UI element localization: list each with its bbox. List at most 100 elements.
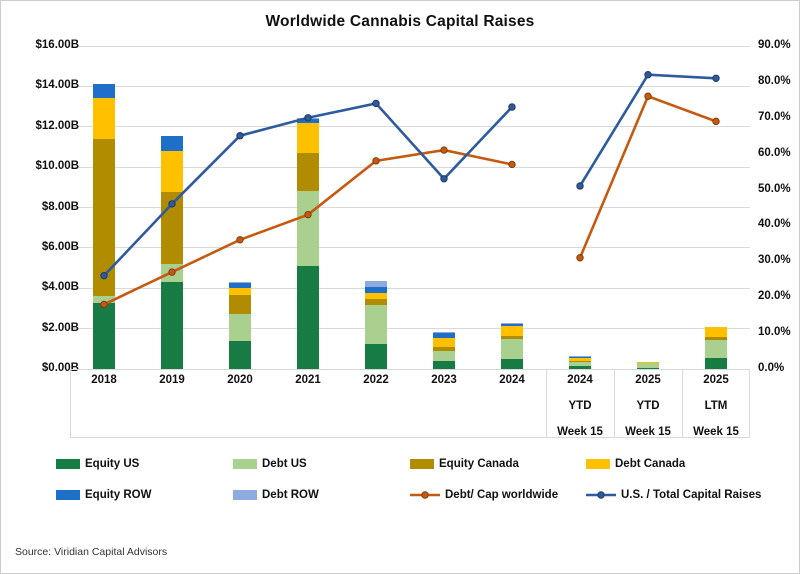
y-axis-tick-label: $8.00B bbox=[41, 200, 79, 213]
x-axis-category-label: 2024 bbox=[499, 374, 525, 386]
secondary-axis-tick-label: 80.0% bbox=[758, 74, 791, 87]
category-band-separator bbox=[682, 369, 683, 438]
bar-segment-equity_us bbox=[365, 343, 387, 369]
bar-segment-equity_row bbox=[569, 356, 591, 358]
legend-swatch-icon bbox=[233, 490, 257, 500]
y-axis-tick-label: $12.00B bbox=[35, 119, 79, 132]
bar-segment-equity_canada bbox=[297, 152, 319, 192]
legend-line-marker-icon bbox=[410, 491, 440, 499]
secondary-axis-tick-label: 50.0% bbox=[758, 182, 791, 195]
bar-segment-debt_row bbox=[433, 331, 455, 333]
bar-segment-equity_canada bbox=[93, 138, 115, 297]
gridline bbox=[70, 328, 750, 330]
legend-item-u-s-total-capital-raises: U.S. / Total Capital Raises bbox=[586, 488, 761, 502]
bar-segment-debt_canada bbox=[705, 326, 727, 337]
bar-segment-debt_us bbox=[93, 296, 115, 304]
x-axis-category-label: YTD bbox=[636, 400, 660, 412]
x-axis-category-label: Week 15 bbox=[557, 426, 603, 438]
secondary-axis-tick-label: 20.0% bbox=[758, 290, 791, 303]
bar-segment-debt_us bbox=[705, 339, 727, 358]
x-axis-category-label: 2019 bbox=[159, 374, 185, 386]
bar-segment-debt_us bbox=[637, 361, 659, 368]
x-axis-category-label: LTM bbox=[704, 400, 728, 412]
bar-segment-debt_canada bbox=[365, 293, 387, 300]
category-band-separator bbox=[546, 369, 547, 438]
bar-segment-equity_row bbox=[229, 283, 251, 289]
y-axis-tick-label: $0.00B bbox=[41, 362, 79, 374]
marker-us_total bbox=[440, 175, 448, 183]
secondary-axis-tick-label: 60.0% bbox=[758, 146, 791, 159]
secondary-axis-tick-label: 10.0% bbox=[758, 326, 791, 339]
gridline bbox=[70, 126, 750, 128]
legend-label: Debt Canada bbox=[615, 458, 686, 470]
legend-swatch-icon bbox=[56, 490, 80, 500]
marker-debt_cap bbox=[236, 236, 244, 244]
x-axis-category-label: 2021 bbox=[295, 374, 321, 386]
bar-segment-equity_canada bbox=[569, 360, 591, 362]
bar-segment-debt_canada bbox=[569, 357, 591, 361]
bar-segment-debt_canada bbox=[433, 337, 455, 347]
bar-segment-equity_us bbox=[705, 357, 727, 369]
legend-label: Equity ROW bbox=[85, 489, 152, 501]
chart-title: Worldwide Cannabis Capital Raises bbox=[265, 13, 535, 30]
bar-segment-equity_row bbox=[501, 323, 523, 326]
x-axis-category-label: YTD bbox=[568, 400, 592, 412]
bar-segment-equity_us bbox=[297, 266, 319, 369]
bar-segment-equity_us bbox=[569, 365, 591, 369]
marker-us_total bbox=[576, 182, 584, 190]
category-band-frame bbox=[70, 369, 750, 438]
marker-debt_cap bbox=[440, 146, 448, 154]
bar-segment-debt_canada bbox=[501, 325, 523, 336]
bar-segment-debt_us bbox=[569, 361, 591, 366]
y-axis-tick-label: $2.00B bbox=[41, 321, 79, 334]
bar-segment-equity_canada bbox=[161, 192, 183, 265]
bar-segment-equity_row bbox=[297, 118, 319, 123]
x-axis-category-label: Week 15 bbox=[693, 426, 739, 438]
legend-swatch-icon bbox=[233, 459, 257, 469]
bar-segment-equity_us bbox=[433, 360, 455, 369]
x-axis-category-label: Week 15 bbox=[625, 426, 671, 438]
legend-item-debt-row: Debt ROW bbox=[233, 488, 319, 502]
line-debt_cap bbox=[578, 94, 717, 259]
legend-item-equity-us: Equity US bbox=[56, 457, 139, 471]
marker-us_total bbox=[372, 99, 380, 108]
legend-label: Debt/ Cap worldwide bbox=[445, 489, 559, 501]
marker-us_total bbox=[712, 74, 720, 83]
gridline bbox=[70, 85, 750, 87]
x-axis-category-label: 2025 bbox=[635, 374, 661, 386]
bar-segment-debt_us bbox=[229, 314, 251, 341]
legend-label: U.S. / Total Capital Raises bbox=[621, 489, 762, 501]
bar-segment-equity_us bbox=[229, 340, 251, 369]
legend-item-debt-cap-worldwide: Debt/ Cap worldwide bbox=[410, 488, 558, 502]
bar-segment-equity_us bbox=[501, 358, 523, 369]
bar-segment-equity_canada bbox=[365, 299, 387, 306]
bar-segment-equity_us bbox=[161, 282, 183, 369]
x-axis-category-label: 2022 bbox=[363, 374, 389, 386]
y-axis-tick-label: $14.00B bbox=[35, 79, 79, 92]
bar-segment-equity_row bbox=[433, 332, 455, 338]
x-axis-category-label: 2018 bbox=[91, 374, 117, 386]
legend-label: Debt US bbox=[262, 458, 307, 470]
legend-label: Equity US bbox=[85, 458, 140, 470]
marker-debt_cap bbox=[644, 92, 652, 100]
line-us_total bbox=[578, 73, 717, 187]
bar-segment-debt_row bbox=[501, 322, 523, 324]
legend-swatch-icon bbox=[56, 459, 80, 469]
bar-segment-debt_us bbox=[501, 338, 523, 359]
secondary-axis-tick-label: 40.0% bbox=[758, 218, 791, 231]
x-axis-category-label: 2025 bbox=[703, 374, 729, 386]
bar-segment-debt_us bbox=[297, 191, 319, 267]
legend-item-debt-canada: Debt Canada bbox=[586, 457, 685, 471]
marker-debt_cap bbox=[372, 157, 380, 165]
secondary-axis-tick-label: 30.0% bbox=[758, 254, 791, 267]
legend-item-equity-canada: Equity Canada bbox=[410, 457, 519, 471]
marker-us_total bbox=[644, 71, 652, 79]
y-axis-tick-label: $16.00B bbox=[35, 39, 79, 51]
x-axis-category-label: 2020 bbox=[227, 374, 253, 386]
bar-segment-debt_canada bbox=[297, 122, 319, 153]
bar-segment-debt_row bbox=[297, 117, 319, 119]
bar-segment-equity_row bbox=[161, 135, 183, 151]
y-axis-tick-label: $4.00B bbox=[41, 281, 79, 294]
marker-us_total bbox=[236, 132, 244, 140]
